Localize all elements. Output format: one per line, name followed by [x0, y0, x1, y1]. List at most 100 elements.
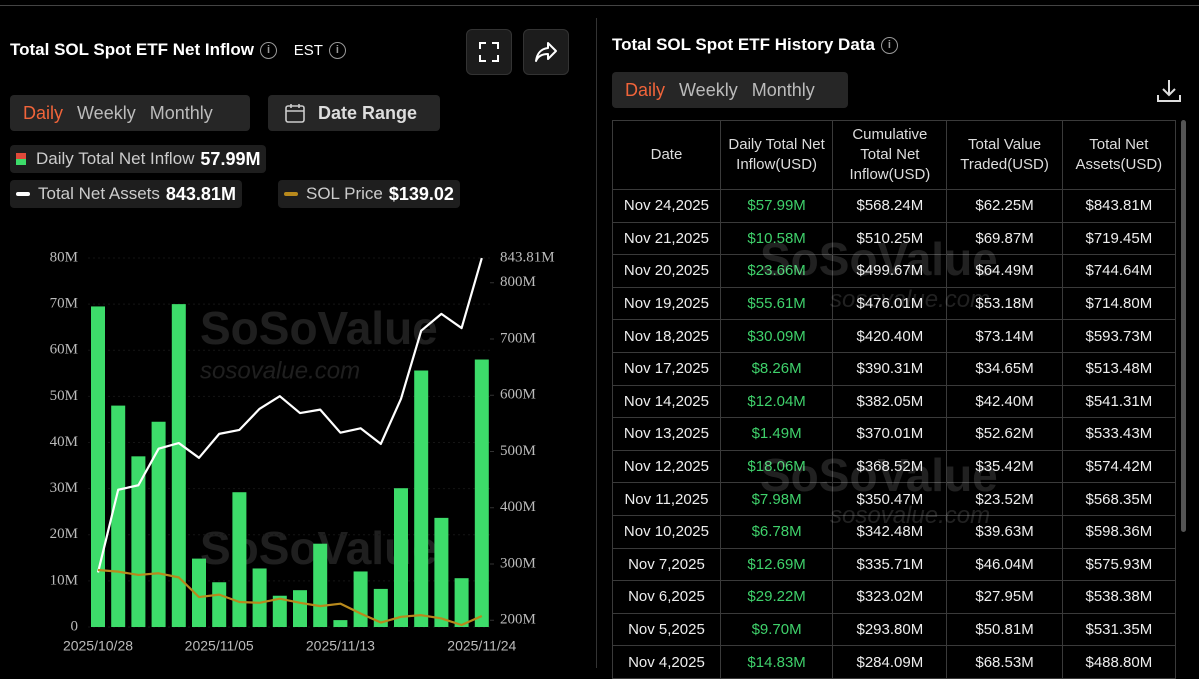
tab[interactable]: Daily — [23, 102, 64, 123]
column-header: Total Net Assets(USD) — [1061, 120, 1177, 190]
table-row: Nov 17,2025 $8.26M $390.31M $34.65M $513.48M — [612, 351, 1177, 386]
table-cell: $293.80M — [832, 612, 948, 647]
table-header: Total SOL Spot ETF History Data i — [612, 35, 898, 55]
y2-tick-label: 700M — [500, 330, 536, 346]
table-cell: $29.22M — [719, 580, 834, 614]
bar — [232, 492, 247, 627]
fullscreen-button[interactable] — [466, 29, 512, 75]
bar — [293, 590, 307, 627]
y-tick-label: 0 — [71, 618, 79, 634]
download-button[interactable] — [1156, 78, 1182, 109]
table-cell: Nov 10,2025 — [612, 514, 721, 549]
table-body: Nov 24,2025 $57.99M $568.24M $62.25M $843.81… — [612, 189, 1177, 679]
table-cell: $53.18M — [946, 286, 1063, 321]
table-cell: $719.45M — [1061, 221, 1177, 256]
table-cell: Nov 14,2025 — [612, 384, 721, 419]
info-icon[interactable]: i — [259, 42, 277, 60]
table-cell: $335.71M — [832, 547, 948, 582]
table-cell: Nov 7,2025 — [612, 547, 721, 582]
table-cell: $27.95M — [946, 580, 1063, 614]
legend-label: Daily Total Net Inflow — [36, 149, 195, 168]
table-cell: $714.80M — [1061, 286, 1177, 321]
tab[interactable]: Monthly — [751, 79, 815, 100]
bar — [333, 620, 348, 627]
table-cell: $513.48M — [1061, 351, 1177, 386]
legend-swatch — [16, 192, 30, 196]
tab[interactable]: Weekly — [679, 79, 738, 100]
fullscreen-icon — [479, 42, 499, 62]
timezone: EST — [293, 42, 323, 59]
bar — [111, 405, 126, 627]
legend-item: Total Net Assets 843.81M — [10, 180, 242, 208]
y2-tick-label: 400M — [500, 499, 536, 515]
legend-label: Total Net Assets — [38, 184, 160, 203]
table-cell: $488.80M — [1061, 645, 1177, 679]
y-tick-label: 40M — [50, 434, 78, 450]
table-cell: $52.62M — [946, 417, 1063, 451]
y2-tick-label: 500M — [500, 443, 536, 459]
table-cell: $55.61M — [719, 286, 834, 321]
table-cell: $541.31M — [1061, 384, 1177, 419]
plot: 0 10M 20M 30M 40M 50M 60M 70M 80M 200M 300M 400M 500… — [50, 249, 555, 653]
tab[interactable]: Weekly — [77, 102, 136, 123]
bar — [394, 488, 408, 627]
table-cell: $499.67M — [832, 254, 948, 288]
table-row: Nov 19,2025 $55.61M $476.01M $53.18M $714.80… — [612, 286, 1177, 321]
info-icon[interactable]: i — [328, 42, 346, 60]
legend-value: 843.81M — [165, 183, 236, 204]
x-tick-label: 2025/10/28 — [63, 638, 133, 654]
table-cell: $575.93M — [1061, 547, 1177, 582]
share-button[interactable] — [523, 29, 569, 75]
tab[interactable]: Daily — [625, 79, 666, 100]
bar — [272, 595, 287, 627]
panel-header: Total SOL Spot ETF Net Inflow i EST i — [10, 40, 346, 60]
table-cell: $531.35M — [1061, 612, 1177, 647]
table-cell: $323.02M — [832, 580, 948, 614]
table-cell: $35.42M — [946, 449, 1063, 484]
date-range-button[interactable]: Date Range — [268, 95, 440, 131]
table-cell: Nov 13,2025 — [612, 417, 721, 451]
table-cell: $476.01M — [832, 286, 948, 321]
top-border — [0, 5, 1199, 6]
table-cell: $370.01M — [832, 417, 948, 451]
bar — [313, 543, 328, 627]
watermark: SoSoValue — [200, 302, 438, 354]
table-cell: Nov 5,2025 — [612, 612, 721, 647]
bar — [353, 571, 368, 627]
line — [97, 568, 483, 627]
info-icon[interactable]: i — [880, 37, 898, 55]
table-header-row: Date Daily Total Net Inflow(USD) Cumulativ… — [612, 120, 1177, 190]
table-cell: $342.48M — [832, 514, 948, 549]
column-header: Total Value Traded(USD) — [946, 120, 1063, 190]
column-header: Date — [612, 120, 721, 190]
legend-swatch — [284, 192, 298, 196]
column-header: Daily Total Net Inflow(USD) — [719, 120, 834, 190]
table-row: Nov 14,2025 $12.04M $382.05M $42.40M $541.31… — [612, 384, 1177, 419]
table-cell: $7.98M — [719, 482, 834, 516]
x-tick-label: 2025/11/24 — [447, 638, 516, 654]
tab[interactable]: Monthly — [149, 102, 213, 123]
line — [96, 257, 483, 573]
scrollbar[interactable] — [1181, 120, 1186, 532]
table-row: Nov 18,2025 $30.09M $420.40M $73.14M $593.73… — [612, 319, 1177, 353]
table-row: Nov 11,2025 $7.98M $350.47M $23.52M $568.35M — [612, 482, 1177, 516]
divider — [596, 18, 597, 668]
table-cell: $64.49M — [946, 254, 1063, 288]
table-cell: $9.70M — [719, 612, 834, 647]
table-cell: $12.04M — [719, 384, 834, 419]
table-cell: $744.64M — [1061, 254, 1177, 288]
table-cell: $368.52M — [832, 449, 948, 484]
table-cell: Nov 11,2025 — [612, 482, 721, 516]
legend-value: 57.99M — [200, 148, 261, 169]
table-cell: $50.81M — [946, 612, 1063, 647]
table-cell: $30.09M — [719, 319, 834, 353]
bar — [91, 306, 105, 627]
table-cell: $39.63M — [946, 514, 1063, 549]
history-table: Date Daily Total Net Inflow(USD) Cumulativ… — [612, 120, 1177, 679]
table-cell: $420.40M — [832, 319, 948, 353]
y-tick-label: 50M — [50, 388, 78, 404]
download-icon — [1157, 80, 1181, 102]
y-tick-label: 20M — [50, 526, 78, 542]
value-label: 843.81M — [500, 250, 555, 266]
